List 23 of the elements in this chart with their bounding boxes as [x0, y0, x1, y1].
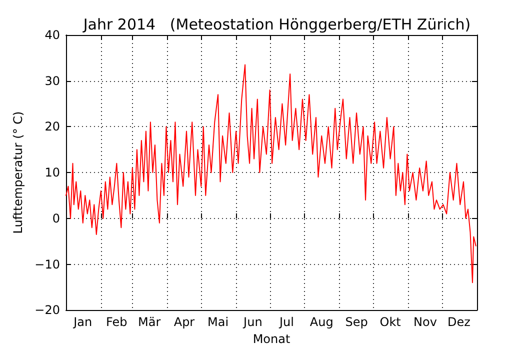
y-tick-label: 30 — [44, 74, 60, 88]
y-tick-label: 0 — [52, 211, 60, 226]
y-axis-title: Lufttemperatur (° C) — [10, 111, 25, 234]
x-tick-label: Okt — [380, 315, 402, 330]
x-tick-label: Feb — [106, 315, 128, 330]
y-tick-label: 10 — [44, 166, 60, 180]
x-axis-title: Monat — [252, 332, 290, 346]
x-tick-label: Jan — [72, 315, 92, 330]
x-tick-label: Apr — [174, 315, 195, 330]
y-tick-label: 20 — [44, 120, 60, 134]
x-tick-label: Mär — [138, 315, 161, 330]
y-tick-label: 40 — [44, 28, 60, 42]
x-tick-label: Aug — [310, 315, 334, 330]
y-tick-label: −10 — [34, 257, 60, 272]
line-series — [66, 64, 476, 284]
x-tick-label: Mai — [207, 315, 229, 330]
x-tick-label: Dez — [448, 315, 470, 330]
x-tick-label: Sep — [345, 315, 368, 330]
x-tick-label: Jul — [278, 315, 294, 330]
x-tick-label: Nov — [413, 315, 437, 330]
x-tick-label: Jun — [242, 315, 262, 330]
y-tick-label: −20 — [34, 303, 60, 318]
chart-title: Jahr 2014 (Meteostation Hönggerberg/ETH Zürich) — [82, 16, 471, 34]
